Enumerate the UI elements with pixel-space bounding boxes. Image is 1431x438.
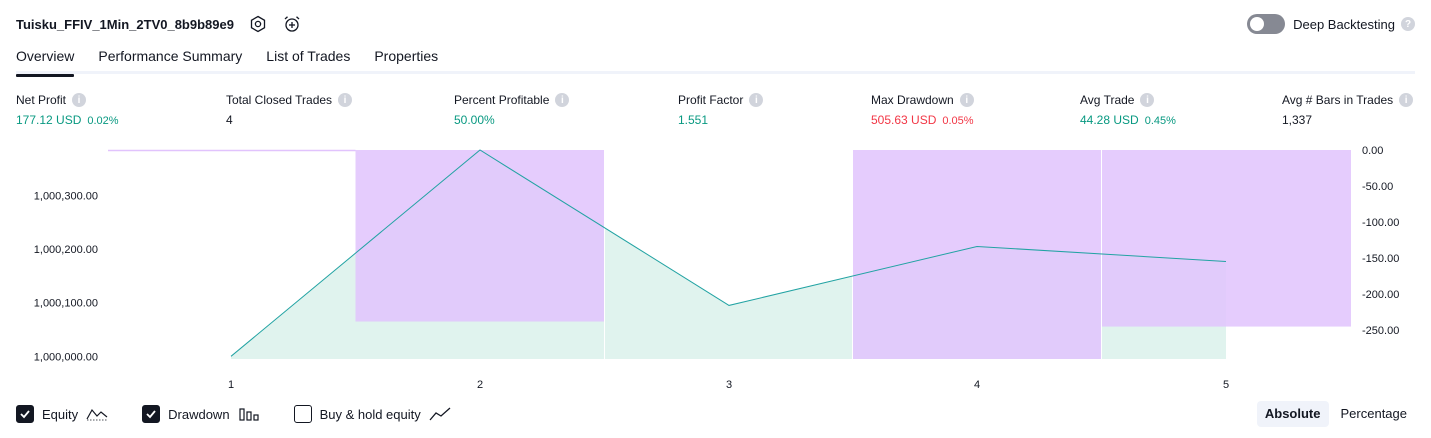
right-axis-tick: -200.00 bbox=[1362, 289, 1399, 301]
deep-backtesting-toggle[interactable] bbox=[1247, 14, 1286, 34]
right-axis-tick: -100.00 bbox=[1362, 217, 1399, 229]
stat-avg-trade: Avg Trade i 44.28 USD 0.45% bbox=[1080, 93, 1176, 127]
info-icon[interactable]: i bbox=[338, 93, 353, 107]
left-axis-tick: 1,000,200.00 bbox=[34, 244, 98, 256]
x-axis-tick: 1 bbox=[228, 379, 234, 391]
tab-list-of-trades[interactable]: List of Trades bbox=[266, 48, 351, 64]
tab-performance-summary[interactable]: Performance Summary bbox=[98, 48, 243, 64]
stat-label: Percent Profitable bbox=[454, 93, 550, 107]
absolute-button[interactable]: Absolute bbox=[1256, 401, 1329, 427]
info-icon[interactable]: i bbox=[72, 93, 87, 107]
x-axis-tick: 2 bbox=[477, 379, 483, 391]
alarm-add-icon[interactable] bbox=[282, 14, 302, 34]
drawdown-bar bbox=[1101, 150, 1351, 327]
info-icon[interactable]: i bbox=[749, 93, 764, 107]
stat-value: 4 bbox=[226, 113, 233, 127]
legend-drawdown[interactable]: Drawdown bbox=[142, 405, 259, 423]
equity-checkbox[interactable] bbox=[16, 405, 34, 423]
legend-buy-hold[interactable]: Buy & hold equity bbox=[293, 405, 451, 423]
stat-total-closed-trades: Total Closed Trades i 4 bbox=[226, 93, 353, 127]
stat-label: Profit Factor bbox=[678, 93, 744, 107]
stat-net-profit: Net Profit i 177.12 USD 0.02% bbox=[16, 93, 119, 127]
stat-value: 44.28 USD bbox=[1080, 113, 1139, 127]
stat-profit-factor: Profit Factor i 1.551 bbox=[678, 93, 764, 127]
tab-bar: Overview Performance Summary List of Tra… bbox=[16, 44, 1415, 77]
tab-overview[interactable]: Overview bbox=[16, 44, 75, 77]
x-axis-tick: 4 bbox=[974, 379, 980, 391]
info-icon[interactable]: i bbox=[555, 93, 570, 107]
help-icon[interactable]: ? bbox=[1401, 17, 1415, 31]
left-axis-tick: 1,000,100.00 bbox=[34, 298, 98, 310]
right-axis-tick: -50.00 bbox=[1362, 181, 1393, 193]
stat-percent: 0.45% bbox=[1144, 115, 1176, 127]
toggle-knob bbox=[1250, 17, 1265, 31]
stat-value: 50.00% bbox=[454, 113, 495, 127]
strategy-title: Tuisku_FFIV_1Min_2TV0_8b9b89e9 bbox=[16, 16, 234, 32]
right-axis-tick: -150.00 bbox=[1362, 253, 1399, 265]
left-axis-tick: 1,000,300.00 bbox=[34, 191, 98, 203]
deep-backtesting: Deep Backtesting ? bbox=[1247, 12, 1415, 36]
drawdown-bar bbox=[355, 150, 605, 322]
right-axis-tick: -250.00 bbox=[1362, 325, 1399, 337]
stat-percent: 0.02% bbox=[87, 115, 119, 127]
buy-hold-line-icon bbox=[429, 406, 451, 422]
drawdown-bar bbox=[852, 150, 1102, 359]
settings-icon[interactable] bbox=[248, 14, 268, 34]
drawdown-bars-icon bbox=[238, 406, 260, 422]
stat-value: 177.12 USD bbox=[16, 113, 82, 127]
stat-label: Avg Trade bbox=[1080, 93, 1135, 107]
percentage-button[interactable]: Percentage bbox=[1340, 406, 1408, 421]
equity-line bbox=[230, 149, 1227, 357]
info-icon[interactable]: i bbox=[1399, 93, 1414, 107]
stats-row: Net Profit i 177.12 USD 0.02% Total Closed… bbox=[16, 93, 1415, 133]
stat-label: Total Closed Trades bbox=[226, 93, 333, 107]
deep-backtesting-label: Deep Backtesting bbox=[1293, 16, 1395, 32]
stat-avg-bars: Avg # Bars in Trades i 1,337 bbox=[1282, 93, 1414, 127]
stat-percent: 0.05% bbox=[942, 115, 974, 127]
stat-value: 505.63 USD bbox=[871, 113, 937, 127]
info-icon[interactable]: i bbox=[1140, 93, 1155, 107]
header: Tuisku_FFIV_1Min_2TV0_8b9b89e9 bbox=[16, 10, 302, 38]
stat-max-drawdown: Max Drawdown i 505.63 USD 0.05% bbox=[871, 93, 974, 127]
tab-properties[interactable]: Properties bbox=[374, 48, 439, 64]
stat-label: Avg # Bars in Trades bbox=[1282, 93, 1394, 107]
equity-drawdown-chart: 1,000,000.00 1,000,100.00 1,000,200.00 1,00… bbox=[34, 145, 1400, 391]
stat-label: Net Profit bbox=[16, 93, 67, 107]
legend-label: Equity bbox=[42, 406, 79, 422]
mode-switch: Absolute Percentage bbox=[1253, 401, 1415, 427]
drawdown-checkbox[interactable] bbox=[142, 405, 161, 423]
chart-legend: Equity Drawdown Buy & hold equity bbox=[16, 403, 485, 425]
buy-hold-checkbox[interactable] bbox=[293, 405, 312, 423]
info-icon[interactable]: i bbox=[959, 93, 974, 107]
x-axis-tick: 3 bbox=[726, 379, 732, 391]
right-axis-tick: 0.00 bbox=[1362, 145, 1383, 157]
equity-line-icon bbox=[86, 406, 108, 422]
stat-value: 1.551 bbox=[678, 113, 709, 127]
legend-label: Drawdown bbox=[168, 406, 230, 422]
stat-value: 1,337 bbox=[1282, 113, 1313, 127]
legend-equity[interactable]: Equity bbox=[16, 405, 108, 423]
stat-label: Max Drawdown bbox=[871, 93, 954, 107]
x-axis-tick: 5 bbox=[1223, 379, 1229, 391]
legend-label: Buy & hold equity bbox=[319, 406, 421, 422]
stat-percent-profitable: Percent Profitable i 50.00% bbox=[454, 93, 570, 127]
left-axis-tick: 1,000,000.00 bbox=[34, 351, 98, 363]
